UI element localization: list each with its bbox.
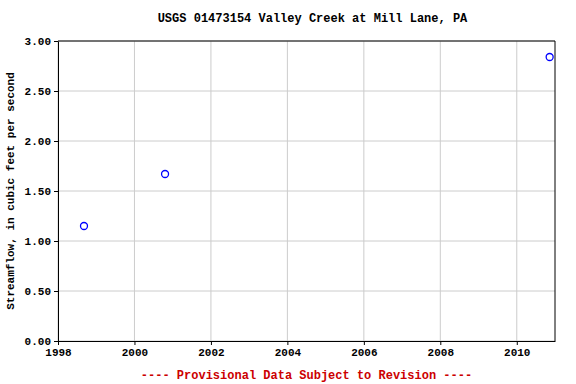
y-tick-mark	[54, 241, 58, 242]
grid-line-y	[58, 91, 555, 92]
y-tick: 2.50	[25, 86, 58, 98]
y-tick: 0.00	[25, 336, 58, 348]
plot-background	[58, 41, 555, 341]
y-tick-label: 0.50	[25, 286, 51, 298]
x-tick-label: 2004	[275, 347, 302, 359]
x-tick: 2010	[504, 341, 530, 359]
y-tick-label: 1.50	[25, 186, 51, 198]
grid-line-y	[58, 41, 555, 42]
x-tick: 2004	[275, 341, 302, 359]
y-tick-label: 3.00	[25, 36, 51, 48]
x-tick-label: 2008	[428, 347, 455, 359]
y-tick-label: 0.00	[25, 336, 51, 348]
y-tick-label: 2.50	[25, 86, 51, 98]
grid-line-y	[58, 341, 555, 342]
point	[80, 223, 87, 230]
y-tick-label: 1.00	[25, 236, 51, 248]
grid-line-y	[58, 241, 555, 242]
x-axis-line	[59, 341, 556, 342]
grid-line-y	[58, 291, 555, 292]
x-tick-label: 2010	[504, 347, 530, 359]
title: USGS 01473154 Valley Creek at Mill Lane,…	[158, 12, 468, 26]
x-tick-mark	[58, 341, 59, 345]
x-tick-mark	[440, 341, 441, 345]
x-tick-mark	[517, 341, 518, 345]
y-tick-label: 2.00	[25, 136, 51, 148]
point	[162, 171, 169, 178]
y-tick: 3.00	[25, 36, 58, 48]
x-tick-label: 2000	[122, 347, 148, 359]
y-tick: 1.50	[25, 186, 58, 198]
y-tick-mark	[54, 291, 58, 292]
y-tick-mark	[54, 41, 58, 42]
x-tick: 2006	[351, 341, 377, 359]
x-axis: 1998 2000 2002 2004 2006 2008 2010	[45, 341, 555, 359]
y-tick: 2.00	[25, 136, 58, 148]
y-axis-title: Streamflow, in cubic feet per second	[5, 72, 17, 310]
frame-right	[555, 41, 556, 341]
y-tick-mark	[54, 191, 58, 192]
x-tick-mark	[364, 341, 365, 345]
y-axis: 0.00 0.50 1.00 1.50 2.00 2.50 3.00	[25, 36, 59, 348]
x-tick-mark	[287, 341, 288, 345]
y-tick: 0.50	[25, 286, 58, 298]
x-tick: 2002	[198, 341, 224, 359]
point	[546, 54, 553, 61]
x-tick: 2000	[122, 341, 148, 359]
points	[80, 54, 553, 230]
x-tick: 2008	[428, 341, 455, 359]
x-tick-mark	[134, 341, 135, 345]
frame-top	[58, 41, 555, 42]
grid	[58, 41, 555, 341]
x-tick-label: 2006	[351, 347, 377, 359]
annotation: ---- Provisional Data Subject to Revisio…	[141, 369, 472, 383]
y-tick-mark	[54, 141, 58, 142]
grid-line-y	[58, 191, 555, 192]
x-tick-label: 1998	[45, 347, 72, 359]
x-tick-label: 2002	[198, 347, 224, 359]
chart: 1998 2000 2002 2004 2006 2008 2010 0.00 0.50 1.00…	[0, 0, 576, 384]
y-tick-mark	[54, 341, 58, 342]
x-tick-mark	[211, 341, 212, 345]
y-tick: 1.00	[25, 236, 58, 248]
y-tick-mark	[54, 91, 58, 92]
grid-line-y	[58, 141, 555, 142]
y-axis-line	[58, 42, 59, 342]
